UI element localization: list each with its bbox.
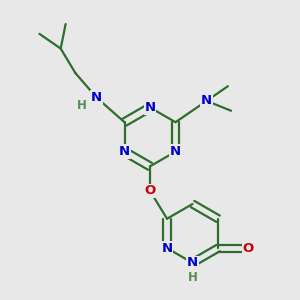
Text: O: O <box>243 242 254 255</box>
Text: O: O <box>144 184 156 197</box>
Text: N: N <box>187 256 198 269</box>
Text: H: H <box>188 271 197 284</box>
Text: N: N <box>201 94 212 107</box>
Text: N: N <box>119 145 130 158</box>
Text: N: N <box>144 101 156 114</box>
Text: N: N <box>170 145 181 158</box>
Text: N: N <box>91 91 102 104</box>
Text: N: N <box>161 242 172 255</box>
Text: H: H <box>77 99 87 112</box>
